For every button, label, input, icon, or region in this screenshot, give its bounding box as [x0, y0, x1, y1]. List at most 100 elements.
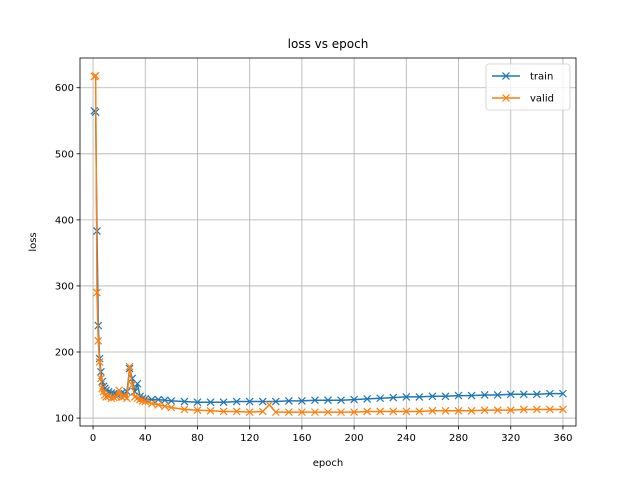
data-point-train	[506, 390, 515, 399]
legend: train valid	[485, 63, 571, 111]
legend-box	[485, 63, 571, 111]
data-point-valid	[454, 406, 463, 415]
x-tick-label: 320	[501, 433, 520, 444]
data-point-valid	[167, 403, 176, 412]
data-point-valid	[94, 336, 103, 345]
x-tick-label: 280	[449, 433, 468, 444]
data-point-valid	[123, 394, 131, 403]
data-point-train	[545, 389, 554, 398]
data-point-valid	[180, 405, 189, 414]
chart-title: loss vs epoch	[288, 37, 369, 51]
data-point-valid	[350, 408, 359, 417]
y-tick-label: 600	[55, 83, 74, 94]
data-point-train	[271, 397, 280, 406]
x-axis-label: epoch	[313, 458, 343, 469]
y-tick-label: 200	[55, 348, 74, 359]
data-point-valid	[245, 408, 254, 417]
data-point-valid	[402, 407, 411, 416]
data-point-valid	[324, 408, 332, 417]
data-point-train	[402, 393, 411, 401]
data-point-valid	[271, 408, 280, 417]
series-train	[90, 106, 567, 407]
data-point-train	[284, 396, 293, 405]
data-point-valid	[376, 407, 385, 416]
data-point-valid	[493, 406, 502, 415]
data-point-train	[232, 397, 241, 406]
data-point-train	[441, 392, 450, 401]
y-tick-label: 300	[55, 281, 74, 292]
data-point-train	[167, 396, 176, 405]
data-point-valid	[141, 397, 150, 406]
y-axis-label: loss	[28, 232, 39, 251]
x-tick-label: 160	[292, 433, 311, 444]
data-point-valid	[258, 407, 267, 416]
data-point-valid	[480, 406, 489, 415]
data-point-train	[297, 396, 306, 405]
data-point-train	[493, 391, 502, 399]
series-layer	[90, 71, 567, 417]
data-point-valid	[193, 406, 202, 415]
data-point-valid	[232, 407, 241, 416]
data-point-train	[219, 398, 228, 407]
data-point-valid	[147, 399, 156, 408]
y-tick-label: 500	[55, 149, 74, 160]
data-point-train	[428, 392, 437, 401]
x-axis-ticks: 0 40 80 120 160 200 240 280 320 360	[90, 426, 572, 444]
data-point-train	[258, 397, 267, 406]
data-point-valid	[93, 288, 101, 297]
data-point-valid	[265, 400, 274, 409]
x-tick-label: 200	[345, 433, 364, 444]
y-tick-label: 400	[55, 215, 74, 226]
legend-marker-valid	[502, 94, 510, 102]
plot-frame	[79, 57, 577, 427]
data-point-valid	[125, 362, 134, 371]
data-point-train	[376, 394, 385, 403]
data-point-valid	[160, 402, 169, 411]
data-point-train	[519, 390, 528, 399]
data-point-valid	[128, 381, 137, 389]
data-point-train	[193, 398, 202, 407]
x-tick-label: 40	[139, 433, 152, 444]
data-point-valid	[91, 71, 100, 80]
legend-label-train: train	[530, 72, 553, 83]
data-point-train	[324, 396, 332, 405]
series-valid	[90, 71, 567, 417]
data-point-valid	[219, 407, 228, 416]
data-point-train	[532, 390, 541, 399]
x-tick-label: 240	[397, 433, 416, 444]
data-point-valid	[389, 407, 398, 416]
data-point-valid	[96, 374, 105, 383]
x-tick-label: 120	[240, 433, 259, 444]
grid	[80, 58, 576, 426]
data-point-train	[311, 396, 319, 405]
x-tick-label: 0	[90, 433, 96, 444]
data-point-train	[467, 391, 476, 400]
data-point-valid	[545, 405, 554, 414]
data-point-train	[350, 395, 359, 404]
data-point-valid	[415, 407, 424, 416]
data-point-train	[363, 394, 372, 403]
legend-label-valid: valid	[530, 94, 554, 105]
y-axis-ticks: 100 200 300 400 500 600	[55, 83, 80, 425]
legend-marker-train	[502, 72, 510, 80]
data-point-valid	[138, 396, 147, 405]
data-point-valid	[506, 406, 515, 415]
data-point-train	[245, 397, 254, 406]
data-point-valid	[297, 408, 306, 417]
data-point-valid	[284, 408, 293, 417]
data-point-train	[480, 391, 489, 399]
data-point-train	[559, 389, 567, 398]
data-point-valid	[441, 406, 450, 415]
data-point-valid	[559, 405, 567, 414]
data-point-train	[454, 391, 463, 400]
data-point-valid	[311, 408, 319, 417]
data-point-train	[206, 398, 215, 407]
x-tick-label: 80	[191, 433, 204, 444]
data-point-train	[180, 397, 189, 406]
data-point-valid	[337, 408, 345, 417]
data-point-valid	[519, 405, 528, 414]
data-point-valid	[428, 406, 437, 415]
data-point-valid	[467, 406, 476, 415]
data-point-train	[337, 396, 345, 405]
